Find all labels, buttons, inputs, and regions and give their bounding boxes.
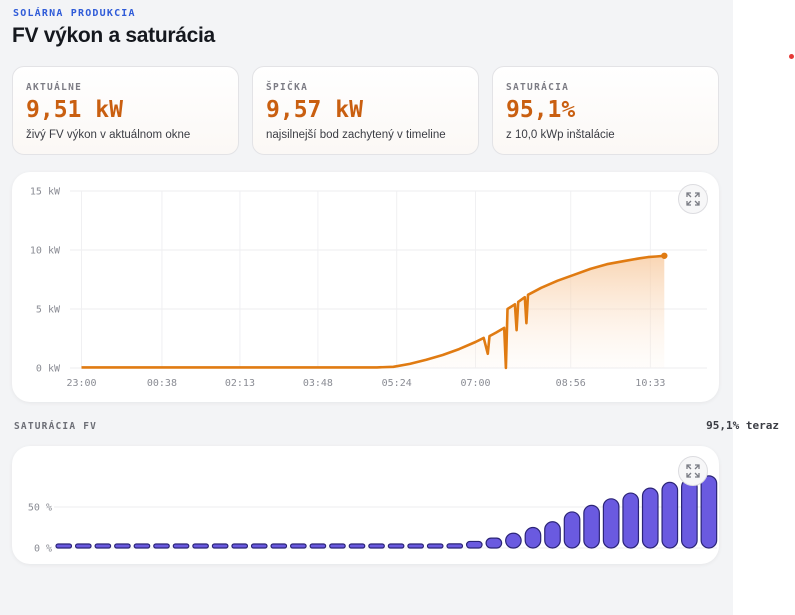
kpi-subtitle: z 10,0 kWp inštalácie [506, 129, 615, 141]
expand-power-chart-button[interactable] [678, 184, 708, 214]
y-tick-label: 50 % [28, 503, 52, 514]
saturation-bar [309, 543, 327, 549]
saturation-bar [485, 537, 503, 549]
power-chart-card: 0 kW 5 kW 10 kW 15 kW 23:00 00:38 02:13 03:48 05… [12, 172, 719, 402]
saturation-bar [446, 543, 464, 549]
saturation-bar [641, 487, 659, 549]
kpi-label: AKTUÁLNE [26, 82, 83, 93]
power-area-fill [81, 255, 665, 368]
kpi-subtitle: živý FV výkon v aktuálnom okne [26, 129, 191, 141]
x-tick-label: 23:00 [66, 378, 96, 389]
y-tick-label: 0 % [34, 544, 52, 555]
saturation-bar [426, 543, 444, 549]
saturation-bar [622, 492, 640, 549]
saturation-bar [192, 543, 209, 549]
saturation-bar [270, 543, 288, 549]
saturation-bar [368, 543, 385, 549]
saturation-bar [133, 543, 151, 549]
power-series-line [81, 254, 665, 370]
saturation-bar [700, 475, 718, 549]
saturation-bar [387, 543, 405, 549]
kpi-card-peak: ŠPIČKA 9,57 kW najsilnejší bod zachytený… [252, 66, 479, 155]
expand-icon [686, 464, 700, 478]
saturation-bar [602, 498, 620, 549]
kpi-label: ŠPIČKA [266, 82, 309, 93]
saturation-bar [250, 543, 268, 549]
saturation-bar [583, 504, 600, 549]
current-value-marker [661, 252, 668, 259]
kpi-value: 9,51 kW [26, 97, 123, 123]
x-tick-label: 05:24 [382, 378, 412, 389]
saturation-now-text: 95,1% teraz [706, 419, 779, 432]
saturation-bar [231, 543, 249, 549]
saturation-bar [211, 543, 229, 549]
saturation-chart-card: 0 % 50 % [12, 446, 757, 564]
saturation-bar [661, 481, 679, 549]
saturation-bar [94, 543, 112, 549]
saturation-bar [407, 543, 424, 549]
kpi-value: 95,1% [506, 97, 576, 123]
saturation-bar [172, 543, 190, 549]
y-tick-label: 10 kW [30, 246, 61, 257]
x-tick-label: 00:38 [147, 378, 177, 389]
x-tick-label: 02:13 [225, 378, 255, 389]
power-chart: 0 kW 5 kW 10 kW 15 kW 23:00 00:38 02:13 03:48 05… [30, 187, 707, 389]
saturation-bar [465, 540, 483, 549]
x-tick-label: 10:33 [635, 378, 665, 389]
kpi-subtitle: najsilnejší bod zachytený v timeline [266, 129, 446, 141]
y-tick-label: 15 kW [30, 187, 61, 198]
kpi-value: 9,57 kW [266, 97, 363, 123]
saturation-bar [680, 478, 698, 549]
saturation-bar [153, 543, 170, 549]
saturation-bar [290, 543, 307, 549]
kpi-card-current: AKTUÁLNE 9,51 kW živý FV výkon v aktuáln… [12, 66, 239, 155]
saturation-bar [348, 543, 366, 549]
section-eyebrow: SOLÁRNA PRODUKCIA [13, 8, 136, 19]
saturation-bar [505, 532, 522, 549]
kpi-label: SATURÁCIA [506, 82, 570, 93]
saturation-bar [55, 543, 73, 549]
x-tick-label: 03:48 [303, 378, 333, 389]
saturation-bar [563, 511, 581, 549]
expand-saturation-chart-button[interactable] [678, 456, 708, 486]
x-tick-label: 08:56 [556, 378, 586, 389]
page-title: FV výkon a saturácia [12, 24, 215, 47]
saturation-bar [524, 526, 542, 549]
kpi-card-saturation: SATURÁCIA 95,1% z 10,0 kWp inštalácie [492, 66, 719, 155]
x-tick-label: 07:00 [460, 378, 490, 389]
status-dot-icon [789, 54, 794, 59]
saturation-chart: 0 % 50 % [28, 469, 757, 555]
y-tick-label: 0 kW [36, 364, 61, 375]
saturation-bar [329, 543, 346, 549]
saturation-bar [544, 521, 561, 549]
expand-icon [686, 192, 700, 206]
saturation-section-label: SATURÁCIA FV [14, 421, 98, 432]
saturation-bar [114, 543, 131, 549]
saturation-bar [74, 543, 92, 549]
y-tick-label: 5 kW [36, 305, 61, 316]
